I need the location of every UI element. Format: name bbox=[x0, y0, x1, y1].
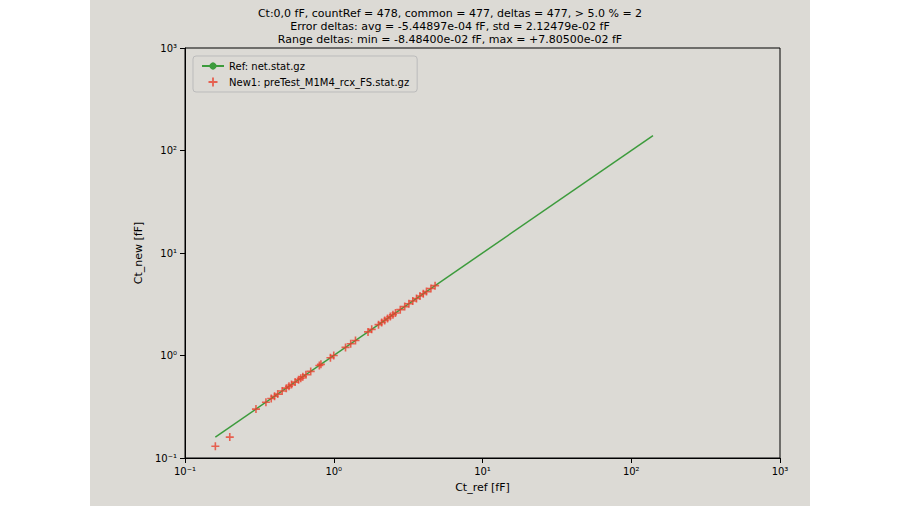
svg-text:10⁰: 10⁰ bbox=[325, 466, 342, 477]
svg-text:10⁻¹: 10⁻¹ bbox=[155, 453, 177, 464]
svg-text:Ref: net.stat.gz: Ref: net.stat.gz bbox=[229, 61, 305, 72]
svg-text:10⁰: 10⁰ bbox=[160, 350, 177, 361]
svg-text:10³: 10³ bbox=[160, 43, 177, 54]
svg-text:Ct_new [fF]: Ct_new [fF] bbox=[132, 222, 145, 285]
svg-text:10¹: 10¹ bbox=[474, 466, 491, 477]
svg-text:Error deltas: avg = -5.44897e-: Error deltas: avg = -5.44897e-04 fF, std… bbox=[290, 20, 610, 33]
svg-text:Range deltas: min = -8.48400e-: Range deltas: min = -8.48400e-02 fF, max… bbox=[278, 33, 622, 46]
svg-text:New1: preTest_M1M4_rcx_FS.stat: New1: preTest_M1M4_rcx_FS.stat.gz bbox=[229, 77, 409, 89]
svg-text:10⁻¹: 10⁻¹ bbox=[174, 466, 196, 477]
svg-text:10¹: 10¹ bbox=[160, 248, 177, 259]
svg-text:Ct_ref [fF]: Ct_ref [fF] bbox=[455, 481, 510, 494]
svg-text:10³: 10³ bbox=[772, 466, 789, 477]
svg-text:10²: 10² bbox=[160, 145, 177, 156]
svg-text:10²: 10² bbox=[623, 466, 640, 477]
svg-text:Ct:0,0 fF, countRef = 478, com: Ct:0,0 fF, countRef = 478, common = 477,… bbox=[258, 7, 642, 20]
